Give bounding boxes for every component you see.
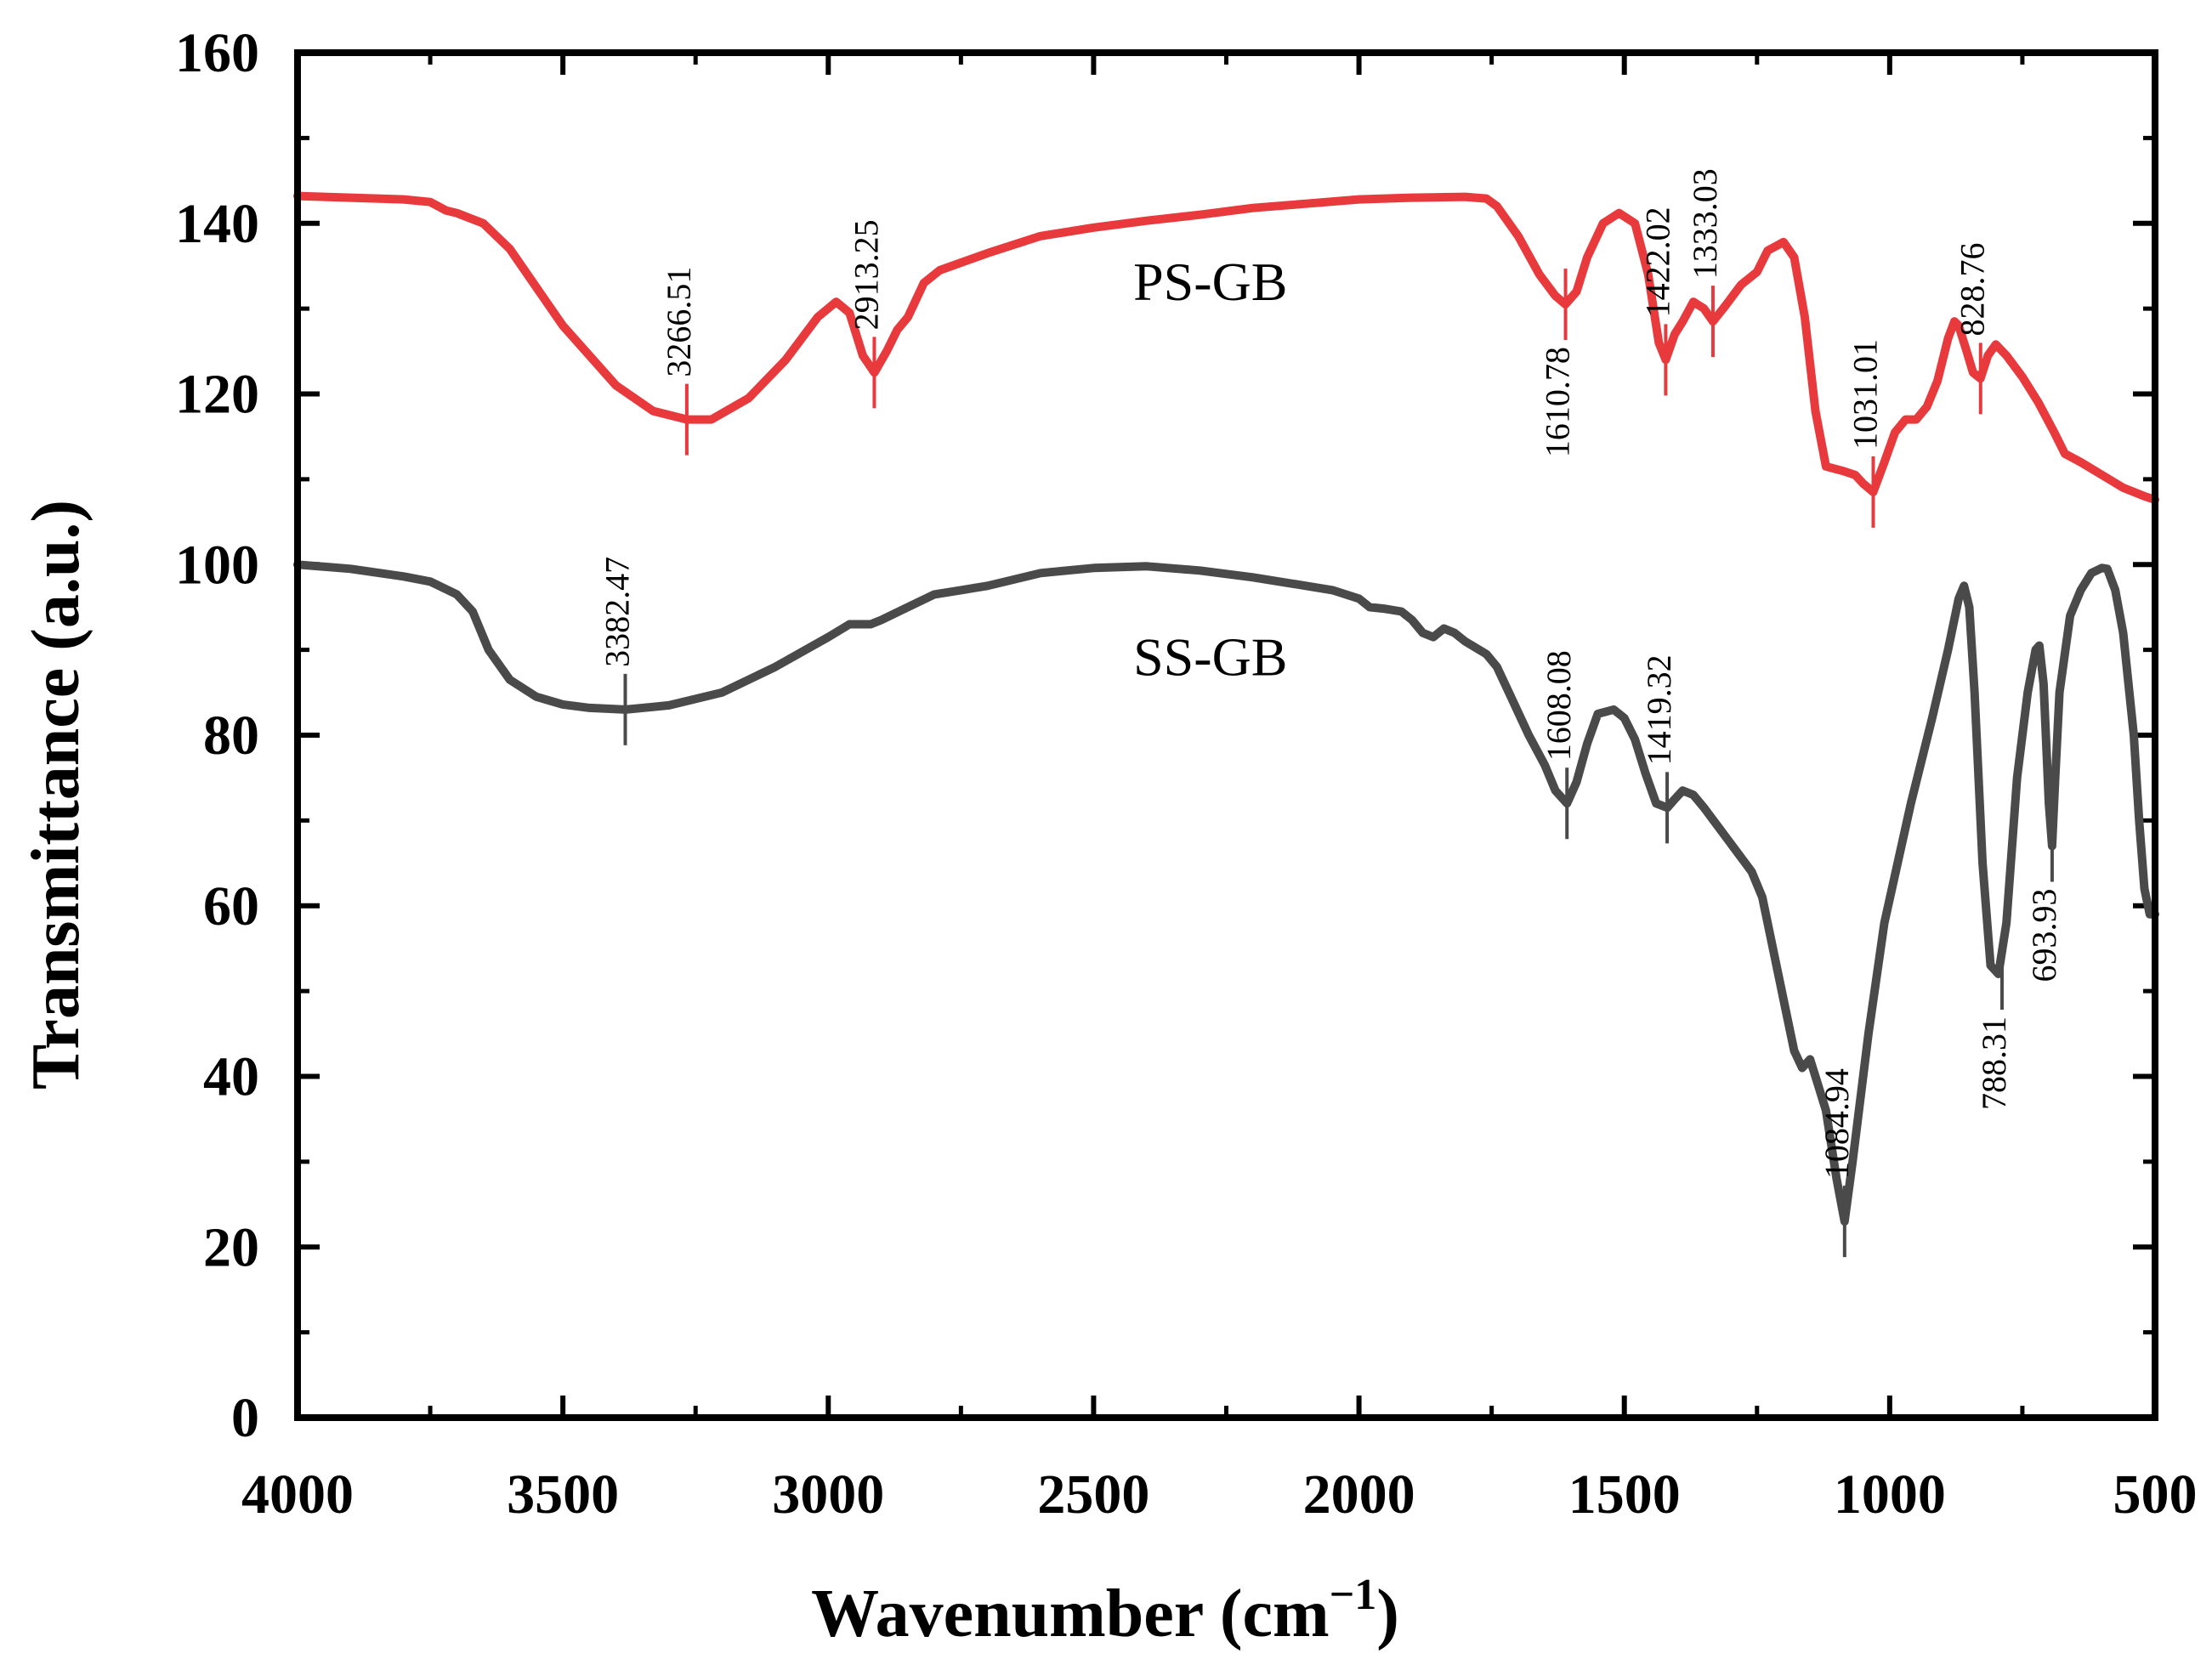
x-tick-label: 2500	[1037, 1464, 1149, 1526]
peak-label: 1610.78	[1539, 347, 1577, 457]
series-label-ss-gb: SS-GB	[1133, 627, 1287, 688]
x-axis-title: Wavenumber (cm−1)	[811, 1571, 1399, 1651]
y-tick-label: 80	[203, 705, 259, 767]
peak-label: 788.31	[1975, 1016, 2013, 1110]
y-axis-title: Transmittance (a.u.)	[19, 500, 94, 1090]
y-tick-label: 120	[175, 364, 259, 426]
peak-label: 1084.94	[1818, 1068, 1856, 1179]
series-label-ps-gb: PS-GB	[1133, 252, 1287, 312]
series-line-ps-gb	[293, 191, 2159, 504]
peak-label: 1333.03	[1686, 168, 1724, 279]
x-axis-title-sup: −1	[1330, 1571, 1377, 1619]
series-line-ss-gb	[293, 560, 2159, 1226]
y-tick-label: 0	[231, 1387, 259, 1449]
x-axis-title-main: Wavenumber (cm	[811, 1577, 1330, 1651]
series-layer	[293, 191, 2159, 1226]
peak-label: 1422.02	[1638, 207, 1676, 317]
peak-label: 693.93	[2025, 888, 2063, 982]
peak-label: 828.76	[1954, 242, 1992, 336]
x-tick-label: 500	[2113, 1464, 2198, 1526]
y-tick-label: 40	[203, 1046, 259, 1108]
peak-label: 2913.25	[847, 219, 885, 330]
plot-frame	[294, 49, 2158, 1421]
x-tick-label: 1500	[1568, 1464, 1681, 1526]
peak-label: 3266.51	[660, 267, 698, 377]
peak-label: 1608.08	[1540, 650, 1578, 761]
peak-label: 3382.47	[598, 557, 637, 667]
peak-label: 1419.32	[1640, 654, 1678, 765]
annotations-layer: 3266.51 2913.25 1610.78 1422.02 1333.03 1031.…	[598, 168, 2063, 1258]
x-tick-label: 4000	[241, 1464, 354, 1526]
labels-layer: 4000 3500 3000 2500 2000 1500 1000 500 0 20 40 60 80…	[175, 22, 2198, 1526]
y-tick-label: 20	[203, 1216, 259, 1278]
y-tick-label: 60	[203, 875, 259, 937]
x-tick-label: 2000	[1303, 1464, 1415, 1526]
x-tick-label: 3000	[772, 1464, 884, 1526]
peak-label: 1031.01	[1846, 339, 1884, 450]
x-tick-label: 3500	[507, 1464, 619, 1526]
y-tick-label: 140	[175, 193, 259, 255]
y-tick-label: 160	[175, 22, 259, 84]
x-axis-title-close: )	[1376, 1577, 1399, 1651]
x-tick-label: 1000	[1834, 1464, 1946, 1526]
y-tick-label: 100	[175, 534, 259, 596]
